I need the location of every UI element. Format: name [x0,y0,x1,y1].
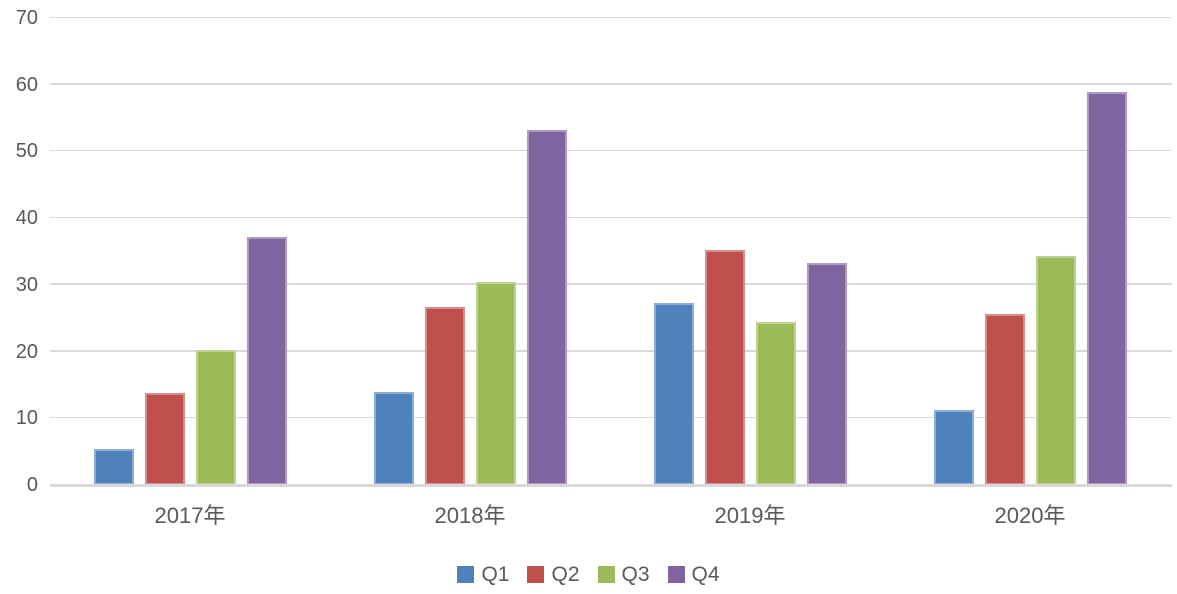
legend-swatch-q4 [667,566,685,583]
legend-swatch-q1 [457,566,475,583]
gridline-60 [50,83,1172,85]
bar-q1-2018 [373,391,414,485]
y-axis-tick-label-40: 40 [15,207,38,230]
bar-q4-2018 [526,130,567,485]
bar-q2-2019 [704,250,745,485]
x-axis-tick-label-2018: 2018年 [434,503,506,528]
legend-label-q4: Q4 [691,563,720,586]
gridline-40 [50,216,1172,219]
y-axis-tick-label-20: 20 [15,340,38,363]
bar-group-2019 [610,18,890,485]
bar-q3-2019 [755,322,796,485]
bar-q3-2020 [1035,255,1076,485]
bar-q4-2017 [246,236,287,485]
bar-q3-2017 [195,350,236,485]
legend-swatch-q3 [597,566,615,583]
x-axis-labels: 2017年 2018年 2019年 2020年 [50,501,1170,531]
x-axis-tick-label-2017: 2017年 [154,503,226,528]
y-axis-tick-label-10: 10 [15,407,38,430]
bar-q2-2020 [984,313,1025,485]
legend: Q1 Q2 Q3 Q4 [0,564,1177,585]
bar-groups [50,18,1172,485]
bar-q1-2020 [933,410,974,485]
y-axis-tick-label-30: 30 [15,273,38,296]
plot-area [50,16,1172,485]
bar-q2-2018 [424,306,465,485]
y-axis-tick-label-50: 50 [15,140,38,163]
bar-group-2020 [890,18,1170,485]
bar-group-2017 [50,18,330,485]
y-axis-tick-label-70: 70 [15,7,38,29]
gridline-70 [50,16,1172,18]
gridline-20 [50,350,1172,352]
x-axis-tick-label-2019: 2019年 [714,503,786,528]
legend-label-q1: Q1 [481,563,510,586]
gridline-30 [50,283,1172,285]
bar-q4-2020 [1086,92,1127,485]
legend-item-q2: Q2 [527,563,580,586]
bar-q4-2019 [806,262,847,485]
legend-item-q3: Q3 [597,563,650,586]
y-axis-tick-label-0: 0 [26,474,38,496]
bar-q2-2017 [144,392,185,485]
x-axis-tick-label-2020: 2020年 [994,503,1066,528]
x-axis-line [50,484,1172,487]
gridline-10 [50,416,1172,419]
gridline-50 [50,149,1172,152]
legend-label-q3: Q3 [621,563,650,586]
bar-q3-2018 [475,281,516,485]
bar-q1-2019 [653,302,694,485]
legend-item-q4: Q4 [667,563,720,586]
legend-label-q2: Q2 [551,563,580,586]
legend-item-q1: Q1 [457,564,509,585]
y-axis-tick-label-60: 60 [15,73,38,96]
legend-swatch-q2 [527,566,545,583]
bar-group-2018 [330,18,610,485]
bar-q1-2017 [93,448,134,485]
